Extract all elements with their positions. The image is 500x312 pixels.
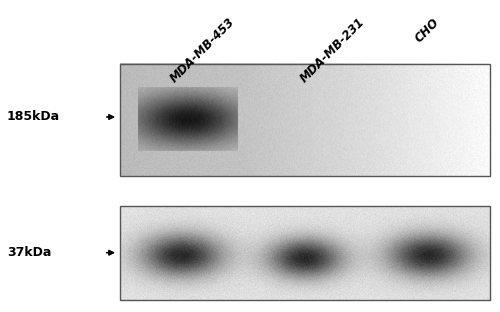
Text: CHO: CHO bbox=[412, 16, 442, 45]
Bar bbox=[120, 64, 490, 176]
Bar bbox=[120, 206, 490, 300]
Text: MDA-MB-231: MDA-MB-231 bbox=[298, 16, 367, 85]
Text: MDA-MB-453: MDA-MB-453 bbox=[168, 16, 237, 85]
Text: 185kDa: 185kDa bbox=[7, 110, 60, 124]
Text: 37kDa: 37kDa bbox=[7, 246, 52, 259]
